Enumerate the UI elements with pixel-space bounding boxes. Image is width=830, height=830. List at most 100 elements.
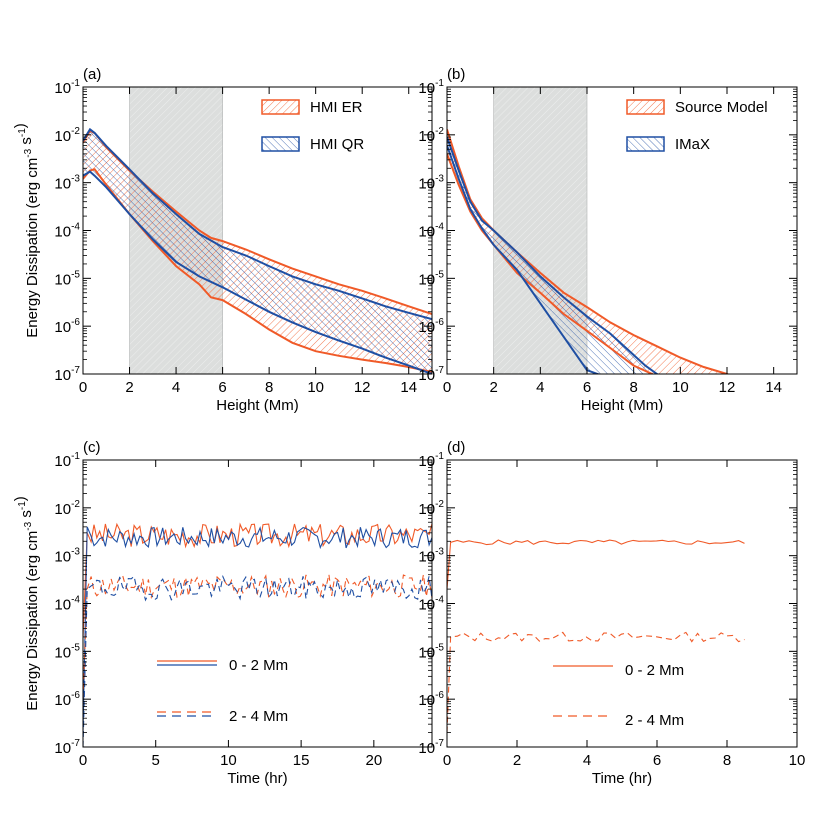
y-tick-label: 10-6 <box>418 317 444 336</box>
lower-bound-line <box>83 168 432 373</box>
plot-area <box>83 87 432 374</box>
x-tick-label: 10 <box>672 379 689 396</box>
lower-bound-line <box>83 170 432 374</box>
x-tick-label: 15 <box>293 752 310 769</box>
panel-a: 0 2 4 6 8 10 12 14 10-1 10-2 10-3 10-4 10-5 10-6 10-7 (… <box>12 66 433 414</box>
x-axis-label: Time (hr) <box>227 770 287 787</box>
x-tick-label: 2 <box>489 379 497 396</box>
x-tick-label: 2 <box>125 379 133 396</box>
x-tick-label: 10 <box>307 379 324 396</box>
y-tick-label: 10-7 <box>54 365 80 384</box>
x-tick-label: 8 <box>265 379 273 396</box>
y-tick-label: 10-5 <box>54 269 80 288</box>
x-tick-label: 0 <box>443 379 451 396</box>
y-tick-label: 10-1 <box>418 451 444 470</box>
y-tick-label: 10-7 <box>418 738 444 757</box>
x-axis-label: Height (Mm) <box>216 397 299 414</box>
series-line <box>83 522 432 637</box>
panel-label: (b) <box>447 66 465 83</box>
x-tick-label: 14 <box>765 379 782 396</box>
plot-area <box>447 87 730 374</box>
y-tick-label: 10-5 <box>418 269 444 288</box>
x-tick-label: 5 <box>152 752 160 769</box>
y-tick-label: 10-6 <box>54 690 80 709</box>
x-tick-label: 10 <box>220 752 237 769</box>
x-tick-label: 20 <box>365 752 382 769</box>
y-tick-label: 10-2 <box>418 126 444 145</box>
y-tick-label: 10-6 <box>54 317 80 336</box>
plot-area <box>83 522 432 747</box>
x-tick-label: 2 <box>513 752 521 769</box>
y-tick-label: 10-2 <box>54 126 80 145</box>
y-tick-label: 10-7 <box>418 365 444 384</box>
series-line <box>83 574 432 700</box>
series-line <box>447 539 745 590</box>
legend-label: HMI QR <box>310 136 364 153</box>
x-tick-label: 4 <box>583 752 591 769</box>
panel-label: (d) <box>447 439 465 456</box>
y-tick-label: 10-5 <box>54 642 80 661</box>
legend-swatch <box>261 136 300 152</box>
x-axis-label: Time (hr) <box>592 770 652 787</box>
lower-bound-line <box>447 153 655 374</box>
x-tick-label: 12 <box>354 379 371 396</box>
y-tick-label: 10-3 <box>418 174 444 193</box>
axes-frame <box>446 459 798 748</box>
band-fill-blue <box>83 129 432 374</box>
axes-frame <box>82 459 433 748</box>
y-tick-label: 10-7 <box>54 738 80 757</box>
y-tick-label: 10-4 <box>54 595 80 614</box>
legend-label: Source Model <box>675 99 768 116</box>
upper-bound-line <box>83 127 432 321</box>
x-tick-label: 12 <box>719 379 736 396</box>
x-tick-label: 4 <box>536 379 544 396</box>
y-axis-label: Energy Dissipation (erg cm-3 s-1) <box>12 496 41 711</box>
series-line <box>83 574 432 747</box>
y-tick-label: 10-4 <box>54 222 80 241</box>
y-tick-label: 10-4 <box>418 595 444 614</box>
legend-swatch <box>626 136 665 152</box>
x-tick-label: 6 <box>218 379 226 396</box>
series-line <box>447 631 745 733</box>
legend-label: 0 - 2 Mm <box>229 657 288 674</box>
panel-c: 0 5 10 15 20 10-1 10-2 10-3 10-4 10-5 10-6 10-7 (c) T… <box>12 439 433 787</box>
y-tick-label: 10-1 <box>54 78 80 97</box>
y-tick-label: 10-4 <box>418 222 444 241</box>
y-tick-label: 10-3 <box>54 547 80 566</box>
legend-label: IMaX <box>675 136 710 153</box>
x-tick-label: 8 <box>629 379 637 396</box>
y-tick-label: 10-3 <box>418 547 444 566</box>
y-tick-label: 10-1 <box>418 78 444 97</box>
legend-label: HMI ER <box>310 99 363 116</box>
legend-label: 2 - 4 Mm <box>625 712 684 729</box>
y-axis-label: Energy Dissipation (erg cm-3 s-1) <box>12 123 41 338</box>
y-tick-label: 10-2 <box>418 499 444 518</box>
panel-b: 0 2 4 6 8 10 12 14 10-1 10-2 10-3 10-4 10-5 10-6 10-7 (… <box>418 66 798 414</box>
legend-swatch <box>626 99 665 115</box>
x-tick-label: 0 <box>443 752 451 769</box>
legend-label: 2 - 4 Mm <box>229 708 288 725</box>
panel-label: (c) <box>83 439 101 456</box>
plot-area <box>447 539 745 733</box>
x-tick-label: 4 <box>172 379 180 396</box>
x-tick-label: 10 <box>789 752 806 769</box>
y-tick-label: 10-3 <box>54 174 80 193</box>
x-axis-label: Height (Mm) <box>581 397 664 414</box>
y-tick-label: 10-5 <box>418 642 444 661</box>
x-tick-label: 0 <box>79 379 87 396</box>
y-tick-label: 10-1 <box>54 451 80 470</box>
upper-bound-line <box>447 129 730 374</box>
legend-swatch <box>261 99 300 115</box>
y-tick-label: 10-6 <box>418 690 444 709</box>
x-tick-label: 8 <box>723 752 731 769</box>
y-tick-label: 10-2 <box>54 499 80 518</box>
panel-d: 0 2 4 6 8 10 10-1 10-2 10-3 10-4 10-5 10-6 10-7 (d) Ti… <box>418 439 805 787</box>
lower-bound-line <box>447 145 601 374</box>
x-tick-label: 6 <box>583 379 591 396</box>
upper-bound-line <box>447 136 660 374</box>
panel-label: (a) <box>83 66 101 83</box>
x-tick-label: 0 <box>79 752 87 769</box>
series-line <box>83 526 432 733</box>
legend-label: 0 - 2 Mm <box>625 662 684 679</box>
